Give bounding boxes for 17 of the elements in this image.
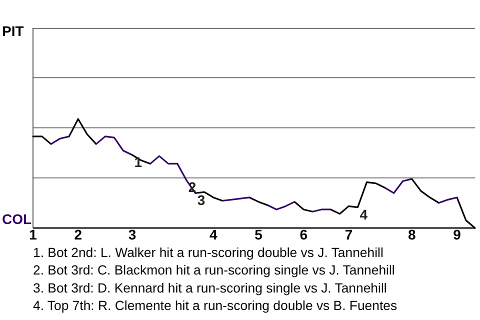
annotation: 4 — [360, 206, 368, 222]
text: 3. Bot 3rd: D. Kennard hit a run-scoring single vs J. Tannehill — [33, 280, 387, 296]
x-tick-label: 9 — [453, 226, 462, 242]
text: 2. Bot 3rd: C. Blackmon hit a run-scoring single vs J. Tannehill — [33, 262, 395, 278]
text: 1. Bot 2nd: L. Walker hit a run-scoring double vs J. Tannehill — [33, 245, 384, 260]
text: COL — [2, 211, 32, 227]
x-tick-label: 5 — [254, 226, 263, 242]
x-tick-label: 8 — [408, 226, 416, 242]
x-tick-label: 3 — [128, 226, 136, 242]
x-tick-label: 4 — [210, 226, 218, 242]
x-tick-label: 6 — [300, 226, 308, 242]
x-tick-label: 1 — [29, 226, 38, 242]
text: PIT — [2, 23, 24, 39]
x-tick-label: 2 — [74, 226, 82, 242]
annotation: 3 — [197, 192, 206, 208]
text: 4. Top 7th: R. Clemente hit a run-scoring double vs B. Fuentes — [33, 298, 398, 314]
x-tick-label: 7 — [344, 226, 353, 242]
